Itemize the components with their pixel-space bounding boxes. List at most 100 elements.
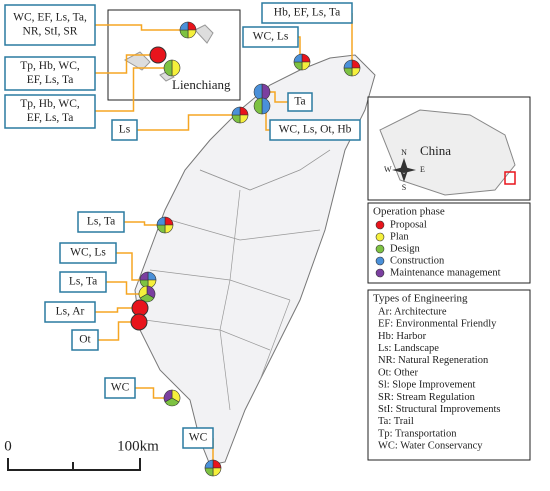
phase-pie	[343, 59, 353, 69]
callout-text: WC, Ls	[70, 247, 106, 259]
county-borders	[144, 149, 331, 411]
callout-text: WC, EF, Ls, Ta,	[13, 12, 87, 24]
callout-text: Ls, Ta	[87, 216, 115, 228]
leader-line	[95, 67, 172, 112]
callout-box	[111, 119, 138, 141]
callout-text: Tp, Hb, WC,	[20, 98, 80, 110]
legend-swatch	[375, 256, 385, 266]
leader-line	[95, 24, 188, 31]
callout-box	[4, 56, 96, 91]
callout-box	[182, 427, 214, 449]
callout-text: Hb, EF, Ls, Ta	[274, 7, 340, 19]
legend-item: Design	[390, 243, 420, 254]
phase-pie	[301, 53, 311, 63]
callout-text: WC, Ls, Ot, Hb	[279, 124, 352, 136]
phase-pie	[130, 313, 148, 331]
inset-label: China	[420, 143, 451, 158]
callout-box	[4, 94, 96, 129]
callout-text: WC	[189, 432, 208, 444]
legend-item: Hb: Harbor	[378, 331, 427, 342]
compass-n: N	[401, 148, 407, 157]
callout-text: WC, Ls	[253, 31, 289, 43]
legend-item: NR: Natural Regeneration	[378, 355, 489, 366]
callout-box	[59, 271, 107, 293]
callout-text: Ta	[294, 96, 305, 108]
callout-text: EF, Ls, Ta	[27, 112, 74, 124]
phase-pie	[179, 21, 189, 31]
callout-box	[261, 2, 353, 24]
callout-box	[77, 211, 125, 233]
phase-pie	[253, 97, 263, 115]
phase-pie	[261, 97, 271, 115]
legend-swatch	[375, 220, 385, 230]
compass-s: S	[402, 183, 406, 192]
phase-pie	[231, 106, 241, 116]
leader-line	[95, 307, 140, 313]
scale-label: 0	[4, 438, 12, 454]
callout-box	[44, 301, 96, 323]
legend-item: Proposal	[390, 219, 427, 230]
legend-item: Ls: Landscape	[378, 343, 439, 354]
inset-label: Lienchiang	[172, 77, 231, 92]
legend-item: StI: Structural Improvements	[378, 404, 500, 415]
leader-line	[95, 54, 158, 74]
legend-item: Ot: Other	[378, 367, 418, 378]
leader-line	[137, 114, 240, 131]
legend-swatch	[375, 244, 385, 254]
scale-bar	[7, 458, 141, 471]
legend-title: Types of Engineering	[373, 293, 468, 305]
callout-box	[269, 119, 361, 141]
leader-line	[124, 221, 165, 226]
phase-pie	[204, 467, 214, 477]
phase-pie	[293, 53, 303, 63]
callout-box	[59, 242, 117, 264]
phase-pie	[171, 59, 181, 77]
callout-box	[4, 4, 96, 46]
callout-text: Ot	[79, 334, 91, 346]
callout-box	[71, 329, 99, 351]
phase-pie	[138, 285, 148, 299]
callout-text: Tp, Hb, WC,	[20, 60, 80, 72]
callout-box	[104, 377, 136, 399]
callout-text: Ls, Ta	[69, 276, 97, 288]
legend-title: Operation phase	[373, 206, 445, 218]
callout-text: EF, Ls, Ta	[27, 74, 74, 86]
phase-pie	[163, 389, 173, 403]
compass-e: E	[420, 165, 425, 174]
phase-pie	[149, 46, 167, 64]
phase-pie	[293, 61, 303, 71]
callout-text: Ls, Ar	[56, 306, 85, 318]
callout-box	[242, 26, 299, 48]
callout-text: Ls	[119, 124, 131, 136]
legend-swatch	[375, 232, 385, 242]
legend-item: Maintenance management	[390, 267, 501, 278]
china-outline	[379, 109, 516, 196]
scale-label: 100km	[117, 438, 159, 454]
compass	[392, 158, 416, 182]
leader-line	[98, 321, 139, 341]
legend-item: Tp: Transportation	[378, 428, 457, 439]
callout-text: NR, StI, SR	[23, 26, 78, 38]
highlight	[504, 171, 516, 185]
phase-pie	[163, 59, 173, 77]
legend-item: Construction	[390, 255, 445, 266]
legend-item: Ta: Trail	[378, 416, 414, 427]
callout-box	[287, 92, 313, 112]
legend-item: EF: Environmental Friendly	[378, 319, 497, 330]
callout-text: WC	[111, 382, 130, 394]
phase-pie	[204, 459, 214, 469]
leader-line	[106, 281, 147, 295]
legend-item: Plan	[390, 231, 409, 242]
legend-item: WC: Water Conservancy	[378, 441, 483, 452]
phase-legend	[367, 202, 531, 284]
legend-item: SR: Stream Regulation	[378, 392, 476, 403]
legend-swatch	[375, 268, 385, 278]
phase-pie	[139, 271, 149, 281]
leader-line	[135, 387, 172, 399]
phase-pie	[156, 216, 166, 226]
legend-item: Ar: Architecture	[378, 306, 447, 317]
phase-pie	[212, 467, 222, 477]
compass-w: W	[384, 165, 392, 174]
types-legend	[367, 289, 531, 461]
